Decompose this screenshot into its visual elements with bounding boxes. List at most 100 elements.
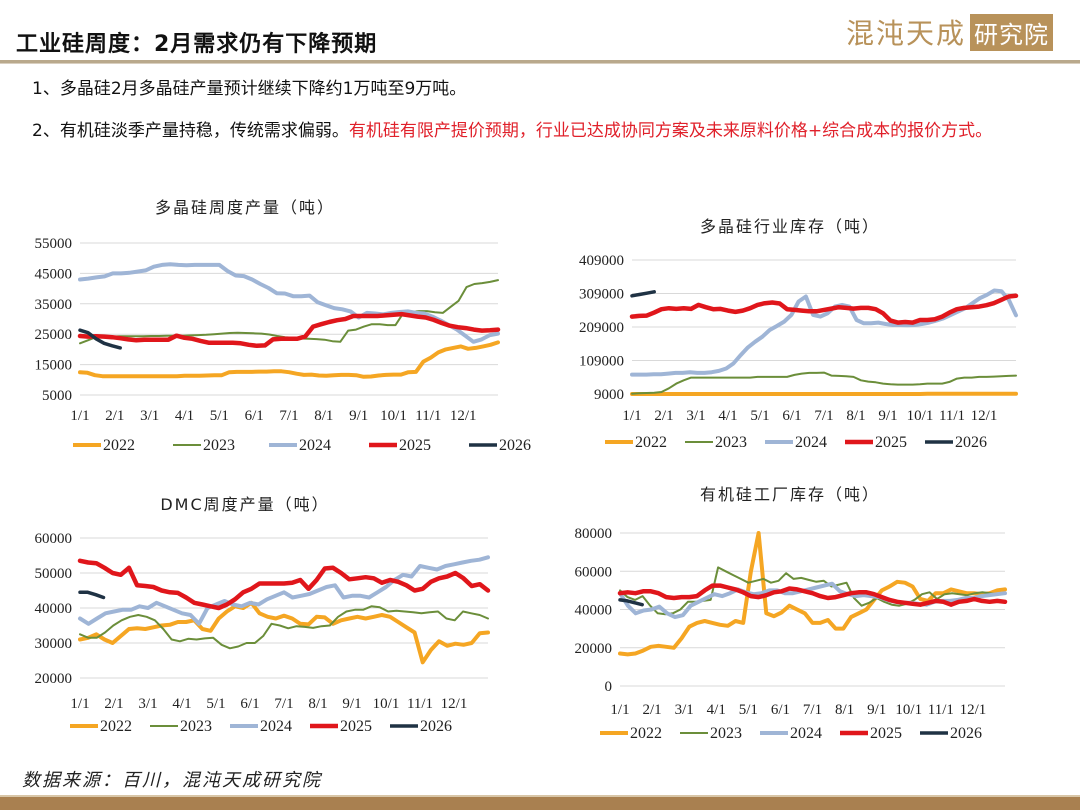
y-tick-label: 15000	[35, 358, 73, 374]
x-tick-label: 3/1	[138, 696, 157, 712]
legend-label-2025: 2025	[340, 718, 372, 735]
x-tick-label: 8/1	[308, 696, 327, 712]
series-line-2025	[77, 558, 491, 611]
x-tick-label: 9/1	[878, 408, 897, 424]
brand-logo: 混沌天成 研究院	[846, 13, 1054, 51]
y-tick-label: 35000	[35, 297, 73, 313]
legend-label-2024: 2024	[790, 725, 822, 742]
x-tick-label: 1/1	[70, 696, 89, 712]
chart-dmc-output: DMC周度产量（吨） 20000 30000 40000 50000 60000 1/1 2/…	[20, 488, 520, 750]
x-tick-label: 6/1	[771, 702, 790, 718]
y-tick-label: 20000	[575, 641, 613, 657]
series-line-2022	[618, 531, 1007, 657]
x-tick-label: 8/1	[835, 702, 854, 718]
x-tick-label: 11/1	[939, 408, 965, 424]
y-tick-label: 30000	[35, 636, 73, 652]
x-tick-label: 10/1	[895, 702, 922, 718]
x-tick-label: 10/1	[907, 408, 934, 424]
dmc-output-svg: DMC周度产量（吨） 20000 30000 40000 50000 60000 1/1 2/…	[35, 495, 491, 735]
chart-silicone-inventory: 有机硅工厂库存（吨） 0 20000 40000 60000 80000 1/1 2/1 3/1…	[560, 478, 1060, 750]
legend-label-2025: 2025	[875, 434, 907, 451]
y-tick-label: 55000	[35, 236, 73, 252]
x-tick-label: 10/1	[380, 408, 407, 424]
legend-label-2022: 2022	[103, 437, 135, 454]
header-divider	[0, 60, 1080, 63]
series-line-2026	[618, 598, 644, 607]
chart-title: 有机硅工厂库存（吨）	[700, 485, 880, 504]
x-tick-label: 11/1	[928, 702, 954, 718]
x-tick-label: 11/1	[407, 696, 433, 712]
silicone-inventory-svg: 有机硅工厂库存（吨） 0 20000 40000 60000 80000 1/1 2/1 3/1…	[575, 485, 1008, 742]
series-line-2024	[78, 262, 500, 344]
chart-title: 多晶硅行业库存（吨）	[700, 217, 880, 236]
x-tick-label: 9/1	[349, 408, 368, 424]
legend-label-2022: 2022	[100, 718, 132, 735]
x-tick-label: 2/1	[654, 408, 673, 424]
bullet-1: 1、多晶硅2月多晶硅产量预计继续下降约1万吨至9万吨。	[32, 79, 467, 99]
legend-label-2026: 2026	[499, 437, 531, 454]
legend-label-2026: 2026	[420, 718, 452, 735]
x-tick-label: 6/1	[245, 408, 264, 424]
x-tick-label: 1/1	[610, 702, 629, 718]
x-tick-label: 10/1	[373, 696, 400, 712]
y-tick-label: 209000	[579, 320, 624, 336]
y-tick-label: 60000	[35, 531, 73, 547]
x-tick-label: 3/1	[675, 702, 694, 718]
y-tick-label: 9000	[594, 387, 624, 403]
logo-box: 研究院	[970, 13, 1054, 51]
logo-text: 混沌天成	[846, 17, 967, 50]
legend-label-2022: 2022	[630, 725, 662, 742]
y-tick-label: 25000	[35, 327, 73, 343]
x-tick-label: 3/1	[140, 408, 159, 424]
legend-label-2023: 2023	[180, 718, 212, 735]
series-line-2025	[77, 311, 501, 349]
x-tick-label: 4/1	[172, 696, 191, 712]
x-tick-label: 1/1	[622, 408, 641, 424]
series-line-2022	[78, 340, 500, 379]
x-tick-label: 7/1	[274, 696, 293, 712]
x-tick-label: 2/1	[105, 408, 124, 424]
y-tick-label: 309000	[579, 287, 624, 303]
legend-label-2025: 2025	[399, 437, 431, 454]
bullet-2-red-text: 有机硅有限产提价预期，行业已达成协同方案及未来原料价格+综合成本的报价方式。	[348, 121, 993, 141]
series-line-2024	[618, 581, 1007, 620]
bullet-2-black-text: 2、有机硅淡季产量持稳，传统需求偏弱。	[32, 121, 349, 141]
footer-bar-line	[0, 795, 1080, 797]
chart-poly-output: 多晶硅周度产量（吨） 5000 15000 25000 35000 45000 55000 1…	[20, 195, 532, 470]
x-tick-label: 12/1	[960, 702, 987, 718]
series-line-2023	[619, 566, 1006, 616]
legend-label-2022: 2022	[635, 434, 667, 451]
x-tick-label: 4/1	[707, 702, 726, 718]
footer-bar	[0, 797, 1080, 810]
x-tick-label: 7/1	[279, 408, 298, 424]
y-tick-label: 0	[605, 679, 613, 695]
legend-label-2025: 2025	[870, 725, 902, 742]
y-tick-label: 20000	[35, 671, 73, 687]
legend-label-2026: 2026	[950, 725, 982, 742]
x-tick-label: 4/1	[718, 408, 737, 424]
x-tick-label: 3/1	[686, 408, 705, 424]
x-tick-label: 9/1	[867, 702, 886, 718]
x-tick-label: 9/1	[342, 696, 361, 712]
legend-label-2024: 2024	[299, 437, 331, 454]
header-divider-light	[0, 63, 1080, 64]
x-tick-label: 2/1	[104, 696, 123, 712]
y-tick-label: 45000	[35, 266, 73, 282]
page-title: 工业硅周度：2月需求仍有下降预期	[16, 32, 378, 57]
x-tick-label: 7/1	[803, 702, 822, 718]
series-line-2026	[630, 290, 656, 298]
chart-title: 多晶硅周度产量（吨）	[155, 198, 335, 217]
y-tick-label: 50000	[35, 566, 73, 582]
legend-label-2024: 2024	[260, 718, 292, 735]
poly-inventory-svg: 多晶硅行业库存（吨） 9000 109000 209000 309000 409000 1/…	[579, 217, 1019, 451]
x-tick-label: 5/1	[739, 702, 758, 718]
y-tick-label: 60000	[575, 564, 613, 580]
x-tick-label: 11/1	[415, 408, 441, 424]
x-tick-label: 8/1	[314, 408, 333, 424]
y-tick-label: 40000	[575, 603, 613, 619]
y-tick-label: 409000	[579, 253, 624, 269]
series-line-2026	[78, 590, 106, 600]
series-line-2026	[78, 328, 122, 350]
series-line-2023	[631, 371, 1017, 395]
legend-label-2026: 2026	[955, 434, 987, 451]
